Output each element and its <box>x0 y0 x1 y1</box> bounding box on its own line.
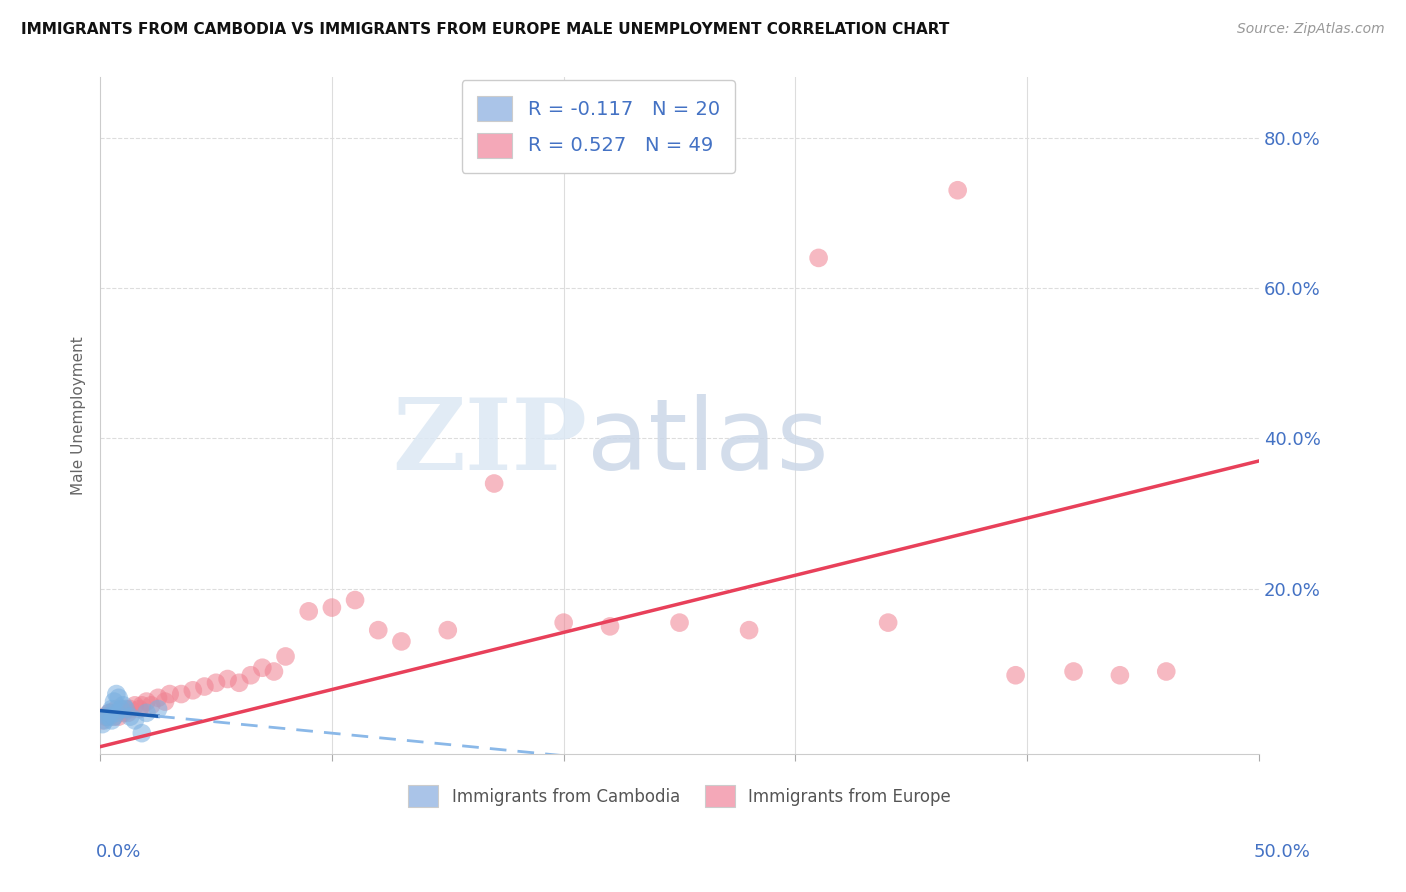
Point <box>159 687 181 701</box>
Point <box>1154 665 1177 679</box>
Point <box>131 698 153 713</box>
Point <box>436 623 458 637</box>
Point <box>103 709 125 723</box>
Point <box>103 709 125 723</box>
Point <box>112 698 135 713</box>
Point <box>274 649 297 664</box>
Point <box>120 702 142 716</box>
Point <box>263 665 285 679</box>
Point <box>252 661 274 675</box>
Point <box>135 706 157 720</box>
Point <box>1063 665 1085 679</box>
Point <box>553 615 575 630</box>
Point <box>105 706 128 720</box>
Point <box>124 714 146 728</box>
Point <box>668 615 690 630</box>
Point <box>117 706 139 720</box>
Point <box>94 714 117 728</box>
Point <box>205 675 228 690</box>
Point <box>124 698 146 713</box>
Point <box>131 726 153 740</box>
Point <box>128 702 150 716</box>
Point <box>139 698 162 713</box>
Point <box>877 615 900 630</box>
Point <box>94 709 117 723</box>
Point <box>599 619 621 633</box>
Point <box>100 706 122 720</box>
Point <box>193 680 215 694</box>
Point <box>91 714 114 728</box>
Point <box>105 702 128 716</box>
Text: IMMIGRANTS FROM CAMBODIA VS IMMIGRANTS FROM EUROPE MALE UNEMPLOYMENT CORRELATION: IMMIGRANTS FROM CAMBODIA VS IMMIGRANTS F… <box>21 22 949 37</box>
Point <box>482 476 505 491</box>
Point <box>344 593 367 607</box>
Point <box>946 183 969 197</box>
Point <box>98 706 121 720</box>
Point <box>391 634 413 648</box>
Point <box>367 623 389 637</box>
Point <box>96 709 118 723</box>
Point <box>146 702 169 716</box>
Point <box>298 604 321 618</box>
Point <box>228 675 250 690</box>
Point <box>114 702 136 716</box>
Point <box>1109 668 1132 682</box>
Point <box>239 668 262 682</box>
Point <box>98 709 121 723</box>
Point <box>96 709 118 723</box>
Point <box>120 709 142 723</box>
Point <box>110 702 132 716</box>
Point <box>738 623 761 637</box>
Point <box>103 695 125 709</box>
Legend: Immigrants from Cambodia, Immigrants from Europe: Immigrants from Cambodia, Immigrants fro… <box>402 779 957 814</box>
Point <box>100 702 122 716</box>
Point <box>110 702 132 716</box>
Point <box>321 600 343 615</box>
Text: Source: ZipAtlas.com: Source: ZipAtlas.com <box>1237 22 1385 37</box>
Point <box>217 672 239 686</box>
Point <box>170 687 193 701</box>
Point <box>112 706 135 720</box>
Point <box>91 717 114 731</box>
Text: 0.0%: 0.0% <box>96 843 141 861</box>
Text: atlas: atlas <box>586 394 828 491</box>
Point <box>107 709 129 723</box>
Text: ZIP: ZIP <box>392 394 586 491</box>
Point <box>807 251 830 265</box>
Text: 50.0%: 50.0% <box>1254 843 1310 861</box>
Point <box>114 702 136 716</box>
Point <box>153 695 176 709</box>
Point <box>135 695 157 709</box>
Point <box>105 687 128 701</box>
Point <box>100 714 122 728</box>
Point <box>181 683 204 698</box>
Point <box>1004 668 1026 682</box>
Point <box>98 706 121 720</box>
Y-axis label: Male Unemployment: Male Unemployment <box>72 336 86 495</box>
Point <box>107 690 129 705</box>
Point <box>146 690 169 705</box>
